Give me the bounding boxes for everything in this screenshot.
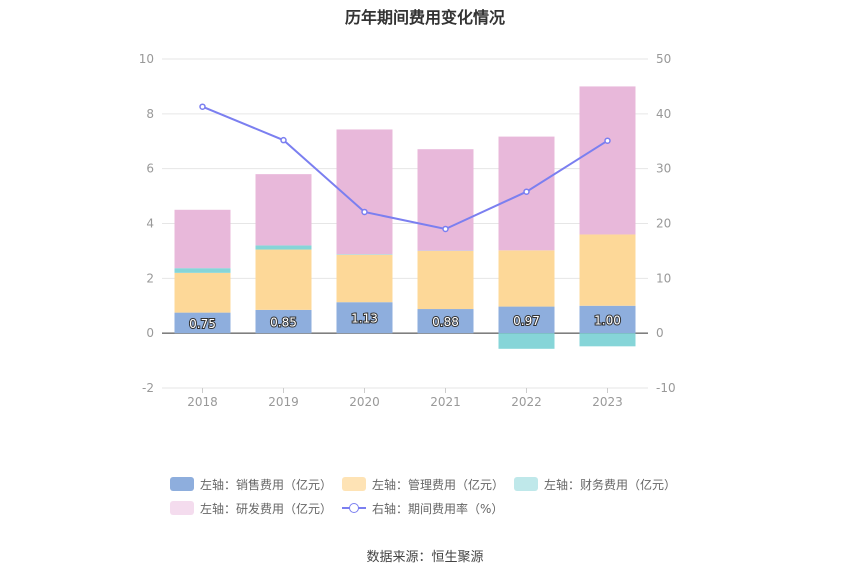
legend-item-finance[interactable]: 左轴：财务费用（亿元） (514, 476, 686, 493)
legend-label-sales: 左轴：销售费用（亿元） (200, 477, 333, 492)
x-axis-tick-label: 2021 (430, 395, 461, 409)
chart-plot: -2 0 2 4 6 8 10 -10 0 10 20 30 40 50 2018 2019 2020 2021 2… (139, 52, 676, 409)
bar-segment-sales (579, 305, 636, 334)
legend-label-admin: 左轴：管理费用（亿元） (372, 477, 505, 492)
x-axis-tick-label: 2018 (187, 395, 218, 409)
legend-label-expense-rate: 右轴：期间费用率（%） (372, 501, 504, 516)
bar-segment-admin (336, 254, 393, 303)
right-axis-tick-label: 10 (656, 271, 671, 285)
legend-label-finance: 左轴：财务费用（亿元） (544, 477, 677, 492)
bar-segment-admin (255, 249, 312, 310)
bar-segment-rnd (579, 86, 636, 235)
bar-segment-finance (255, 245, 312, 250)
legend-swatch-rnd (170, 501, 194, 515)
bar-segment-admin (579, 234, 636, 306)
bar-data-label: 1.13 (351, 312, 378, 326)
expense-rate-point (199, 103, 206, 110)
bar-segment-finance (498, 333, 555, 349)
left-axis-tick-label: 2 (146, 271, 154, 285)
bar-data-label: 1.00 (594, 313, 621, 327)
left-axis-tick-label: -2 (142, 381, 154, 395)
legend-swatch-finance (514, 477, 538, 491)
bar-data-label: 0.88 (432, 315, 459, 329)
right-axis-tick-label: 30 (656, 162, 671, 176)
bar-segment-rnd (336, 129, 393, 255)
legend-swatch-sales (170, 477, 194, 491)
bar-segment-sales (417, 309, 474, 334)
chart-title: 历年期间费用变化情况 (344, 8, 505, 27)
left-axis-tick-label: 0 (146, 326, 154, 340)
left-axis-tick-label: 10 (139, 52, 154, 66)
legend-item-expense-rate[interactable]: 右轴：期间费用率（%） (342, 500, 514, 517)
x-axis-tick-label: 2020 (349, 395, 380, 409)
right-axis-tick-label: -10 (656, 381, 676, 395)
left-axis-tick-label: 4 (146, 217, 154, 231)
bar-segment-admin (174, 272, 231, 313)
expense-rate-point (280, 136, 287, 144)
bar-segment-finance (579, 333, 636, 347)
bar-data-label: 0.85 (270, 316, 297, 330)
expense-rate-point (361, 208, 368, 216)
right-axis-tick-label: 40 (656, 107, 671, 121)
legend-swatch-admin (342, 477, 366, 491)
bar-data-label: 0.97 (513, 314, 540, 328)
legend-item-sales[interactable]: 左轴：销售费用（亿元） (170, 476, 342, 493)
expense-rate-point (604, 137, 611, 144)
bar-segment-sales (255, 309, 312, 334)
legend-item-admin[interactable]: 左轴：管理费用（亿元） (342, 476, 514, 493)
expense-rate-line (202, 105, 609, 231)
legend-line-marker-icon (342, 501, 366, 515)
bar-segment-finance (336, 254, 393, 255)
bar-segment-admin (498, 250, 555, 307)
data-source: 数据来源：恒生聚源 (366, 550, 484, 565)
bar-segment-rnd (417, 149, 474, 251)
expense-rate-point (442, 225, 449, 233)
right-axis-tick-label: 0 (656, 326, 664, 340)
legend-item-rnd[interactable]: 左轴：研发费用（亿元） (170, 500, 342, 517)
bar-segment-rnd (255, 174, 312, 246)
right-axis-tick-label: 50 (656, 52, 671, 66)
bar-segment-admin (417, 250, 474, 310)
bar-segment-sales (174, 312, 231, 334)
x-axis-tick-label: 2023 (592, 395, 623, 409)
right-axis-tick-label: 20 (656, 217, 671, 231)
bar-data-label: 0.75 (189, 317, 216, 331)
bar-segment-sales (336, 302, 393, 334)
x-axis-tick-label: 2022 (511, 395, 542, 409)
legend: 左轴：销售费用（亿元） 左轴：管理费用（亿元） 左轴：财务费用（亿元） 左轴：研… (170, 472, 730, 520)
bar-segment-finance (174, 268, 231, 273)
bar-segment-sales (498, 306, 555, 334)
x-axis-tick-label: 2019 (268, 395, 299, 409)
expense-rate-point (523, 188, 530, 195)
legend-label-rnd: 左轴：研发费用（亿元） (200, 501, 333, 516)
left-axis-tick-label: 6 (146, 162, 154, 176)
bar-segment-rnd (174, 209, 231, 269)
left-axis-tick-label: 8 (146, 107, 154, 121)
